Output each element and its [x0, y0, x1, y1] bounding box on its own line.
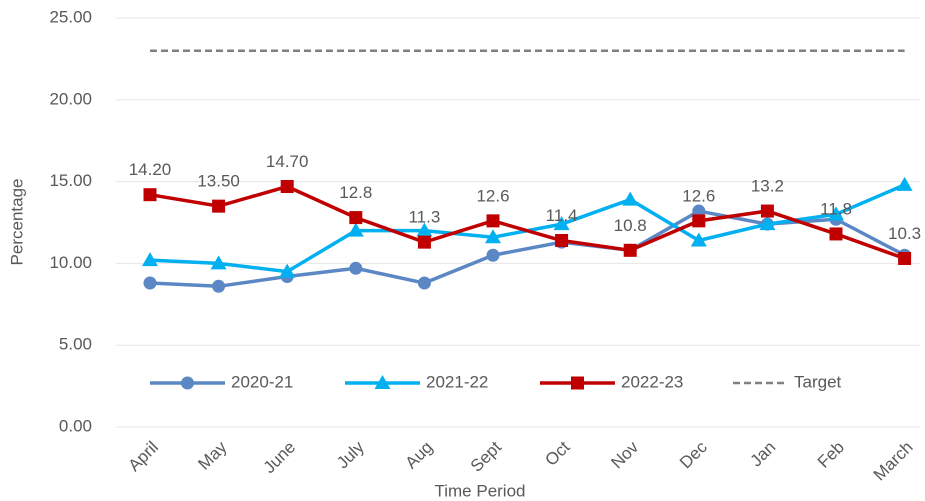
y-tick-label: 20.00: [49, 89, 92, 108]
data-label: 14.70: [266, 152, 309, 171]
marker: [416, 222, 433, 237]
marker: [896, 176, 913, 191]
series-line: [149, 184, 906, 261]
marker: [212, 199, 226, 213]
marker: [829, 227, 843, 241]
x-tick-label: April: [125, 438, 162, 475]
y-tick-label: 0.00: [59, 416, 92, 435]
marker: [692, 214, 706, 228]
y-tick-label: 10.00: [49, 253, 92, 272]
y-tick-label: 25.00: [49, 7, 92, 26]
x-tick-label: Sept: [467, 437, 505, 475]
legend-label: Target: [794, 372, 842, 391]
x-tick-label: Jan: [747, 438, 780, 471]
marker: [143, 188, 157, 202]
data-label: 12.6: [682, 186, 715, 205]
legend-marker: [181, 376, 194, 390]
marker: [417, 276, 431, 290]
marker: [692, 204, 706, 218]
legend-marker: [374, 375, 391, 389]
marker: [280, 180, 294, 194]
series-line: [149, 183, 906, 274]
data-label: 12.6: [476, 186, 509, 205]
marker: [486, 248, 500, 262]
x-tick-label: July: [333, 437, 368, 472]
marker: [347, 222, 364, 237]
marker: [553, 216, 570, 231]
marker: [623, 243, 637, 257]
y-tick-label: 15.00: [49, 171, 92, 190]
data-label: 10.3: [888, 224, 921, 243]
marker: [622, 191, 639, 206]
marker: [212, 279, 226, 293]
marker: [690, 232, 707, 247]
x-tick-label: Dec: [676, 437, 711, 472]
y-axis-title: Percentage: [7, 179, 26, 266]
marker: [486, 214, 500, 228]
data-label: 10.8: [614, 216, 647, 235]
data-label: 11.4: [546, 206, 578, 225]
x-tick-label: June: [260, 438, 300, 478]
marker: [143, 276, 157, 290]
marker: [349, 211, 363, 225]
legend-label: 2022-23: [621, 372, 683, 391]
marker: [759, 216, 776, 231]
marker: [210, 255, 227, 270]
legend-marker: [571, 376, 584, 390]
marker: [349, 261, 363, 275]
marker: [555, 233, 569, 247]
x-tick-label: Feb: [814, 438, 848, 472]
data-label: 11.8: [820, 199, 852, 218]
marker: [485, 229, 501, 244]
legend-label: 2020-21: [231, 372, 293, 391]
data-label: 14.20: [129, 160, 172, 179]
data-label: 13.50: [197, 172, 240, 191]
legend-label: 2021-22: [426, 372, 488, 391]
x-axis-title: Time Period: [434, 481, 525, 500]
data-label: 13.2: [751, 177, 784, 196]
x-tick-label: May: [194, 437, 230, 473]
x-tick-label: Aug: [402, 438, 437, 473]
y-tick-label: 5.00: [59, 335, 92, 354]
data-label: 12.8: [339, 183, 372, 202]
marker: [760, 204, 774, 218]
x-tick-label: March: [870, 438, 917, 485]
x-tick-label: Nov: [607, 437, 642, 472]
marker: [417, 235, 431, 249]
marker: [898, 251, 912, 265]
marker: [828, 206, 844, 221]
marker: [279, 263, 296, 278]
marker: [142, 252, 158, 267]
x-tick-label: Oct: [541, 437, 573, 469]
data-label: 11.3: [408, 208, 440, 227]
